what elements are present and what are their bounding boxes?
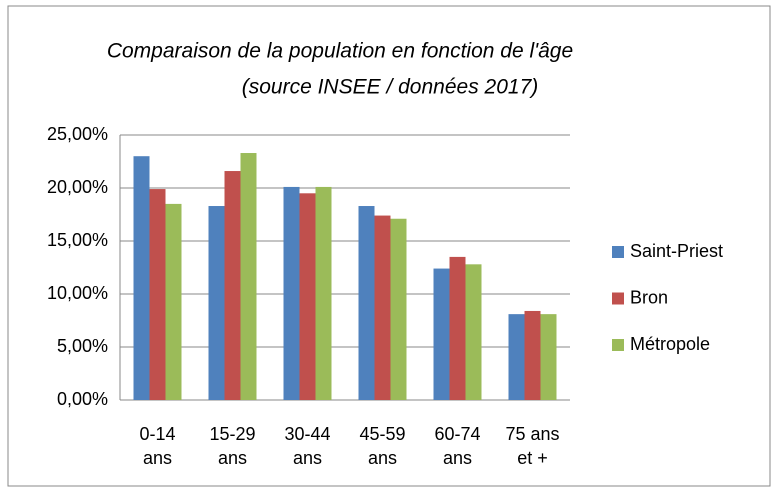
bar	[358, 206, 375, 400]
bar	[390, 218, 407, 400]
bar	[240, 153, 257, 400]
bar	[540, 314, 557, 400]
legend-swatch	[612, 339, 624, 351]
bar	[433, 268, 450, 400]
bar	[524, 310, 541, 400]
y-tick-label: 5,00%	[57, 336, 108, 356]
x-tick-label: 30-44 ans	[284, 424, 331, 468]
x-tick-label: 60-74 ans	[434, 424, 481, 468]
bar	[465, 264, 482, 400]
legend-swatch	[612, 292, 624, 305]
legend-label: Saint-Priest	[630, 241, 723, 261]
bar	[315, 186, 332, 400]
y-tick-label: 0,00%	[57, 389, 108, 409]
x-tick-label: 45-59 ans	[359, 424, 406, 468]
chart-title: Comparaison de la population en fonction…	[107, 40, 573, 63]
chart-subtitle: (source INSEE / données 2017)	[242, 76, 539, 99]
x-tick-label: 75 ans et +	[505, 424, 560, 468]
bar	[208, 206, 225, 400]
y-tick-label: 20,00%	[47, 177, 108, 197]
y-tick-label: 10,00%	[47, 283, 108, 303]
legend-label: Métropole	[630, 334, 710, 354]
bar	[165, 203, 182, 400]
bar	[449, 256, 466, 400]
bar	[283, 186, 300, 400]
x-tick-label: 15-29 ans	[209, 424, 256, 468]
bar	[224, 171, 241, 400]
bar	[374, 215, 391, 400]
legend-swatch	[612, 246, 624, 258]
bar	[508, 314, 525, 400]
bar	[149, 189, 166, 400]
bar	[133, 156, 150, 400]
y-tick-label: 15,00%	[47, 230, 108, 250]
y-tick-label: 25,00%	[47, 124, 108, 144]
legend-label: Bron	[630, 287, 668, 307]
bar	[299, 193, 316, 400]
x-tick-label: 0-14 ans	[139, 424, 176, 468]
